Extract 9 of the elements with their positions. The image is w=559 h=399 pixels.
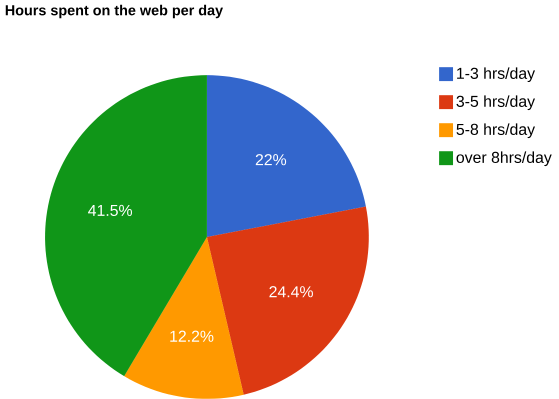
data-label: 24.4% — [269, 286, 313, 298]
data-label: 12.2% — [170, 330, 214, 342]
data-label: 22% — [256, 154, 286, 166]
legend-label: over 8hrs/day — [456, 151, 552, 166]
legend-label: 5-8 hrs/day — [456, 123, 536, 138]
data-label: 41.5% — [88, 204, 132, 216]
legend-label: 1-3 hrs/day — [457, 67, 536, 82]
chart-title: Hours spent on the web per day — [6, 4, 223, 18]
legend-label: 3-5 hrs/day — [456, 95, 536, 110]
